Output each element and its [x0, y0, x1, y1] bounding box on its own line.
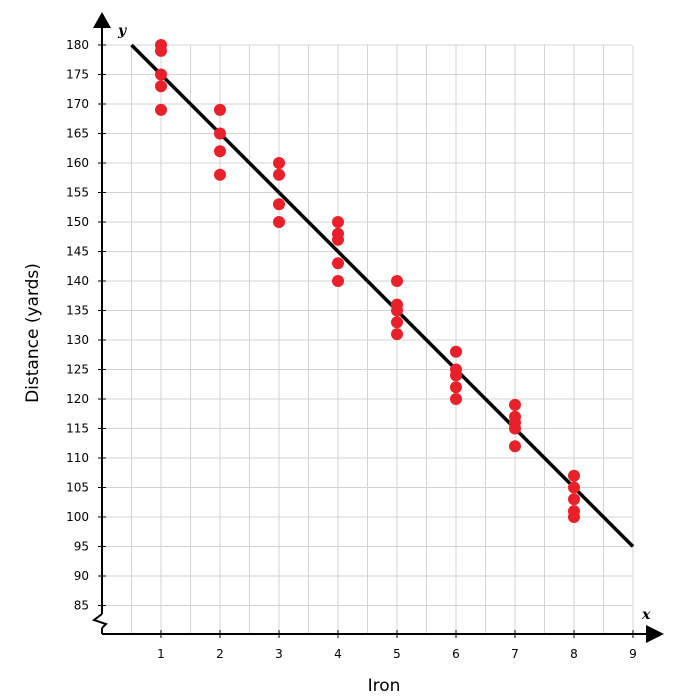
data-point — [509, 422, 521, 435]
y-tick-label: 105 — [66, 481, 89, 495]
data-point — [155, 68, 167, 81]
x-axis-arrow — [646, 625, 664, 643]
x-tick-label: 3 — [275, 647, 283, 661]
data-point — [509, 398, 521, 411]
y-axis-title: Distance (yards) — [23, 263, 43, 403]
data-point — [568, 481, 580, 494]
x-tick-label: 5 — [393, 647, 401, 661]
y-tick-label: 100 — [66, 510, 89, 524]
grid-lines — [102, 44, 634, 634]
y-tick-label: 110 — [66, 451, 89, 465]
data-point — [273, 157, 285, 169]
y-tick-label: 85 — [74, 599, 89, 613]
y-tick-label: 165 — [66, 127, 89, 141]
x-axis-variable: x — [641, 607, 651, 623]
data-point — [214, 145, 226, 158]
data-point — [332, 275, 344, 287]
y-tick-label: 135 — [66, 304, 89, 318]
y-tick-label: 180 — [66, 38, 89, 52]
data-point — [214, 168, 226, 181]
y-tick-label: 175 — [66, 68, 89, 82]
y-tick-label: 125 — [66, 363, 89, 377]
tick-labels: 1 2 3 4 5 6 7 8 9 85 90 95 100 105 110 115 120 125 130 135 1… — [66, 38, 637, 661]
y-tick-label: 160 — [66, 156, 89, 170]
x-tick-label: 1 — [157, 647, 165, 661]
data-point — [568, 469, 580, 482]
y-tick-label: 95 — [74, 540, 89, 554]
data-points — [155, 39, 580, 523]
data-point — [391, 328, 403, 341]
data-point — [450, 345, 462, 358]
y-tick-label: 120 — [66, 392, 89, 406]
y-tick-label: 130 — [66, 333, 89, 347]
x-tick-label: 6 — [452, 647, 460, 661]
x-axis-title: Iron — [368, 676, 401, 696]
data-point — [273, 198, 285, 211]
y-tick-label: 115 — [66, 422, 89, 436]
axes — [91, 12, 664, 643]
data-point — [273, 216, 285, 228]
y-axis-arrow — [93, 12, 111, 28]
data-point — [450, 369, 462, 382]
trend-line — [130, 43, 635, 548]
data-point — [214, 127, 226, 140]
y-tick-label: 145 — [66, 245, 89, 259]
x-tick-label: 7 — [511, 647, 519, 661]
data-point — [273, 168, 285, 181]
trend-line-group — [130, 43, 635, 548]
y-tick-label: 90 — [74, 569, 89, 583]
y-axis-variable: y — [117, 23, 127, 39]
data-point — [332, 233, 344, 246]
x-tick-label: 4 — [334, 647, 342, 661]
data-point — [391, 304, 403, 317]
data-point — [155, 80, 167, 93]
y-tick-label: 170 — [66, 97, 89, 111]
data-point — [391, 316, 403, 329]
y-axis-break — [91, 613, 108, 629]
data-point — [155, 44, 167, 57]
data-point — [450, 381, 462, 394]
y-tick-label: 155 — [66, 186, 89, 200]
data-point — [568, 511, 580, 523]
data-point — [391, 275, 403, 287]
x-tick-label: 9 — [629, 647, 637, 661]
data-point — [214, 103, 226, 116]
y-tick-label: 150 — [66, 215, 89, 229]
data-point — [332, 257, 344, 270]
x-tick-label: 8 — [570, 647, 578, 661]
x-tick-label: 2 — [216, 647, 224, 661]
data-point — [450, 393, 462, 405]
data-point — [568, 493, 580, 506]
y-tick-label: 140 — [66, 274, 89, 288]
data-point — [332, 216, 344, 228]
data-point — [509, 440, 521, 453]
data-point — [155, 103, 167, 116]
